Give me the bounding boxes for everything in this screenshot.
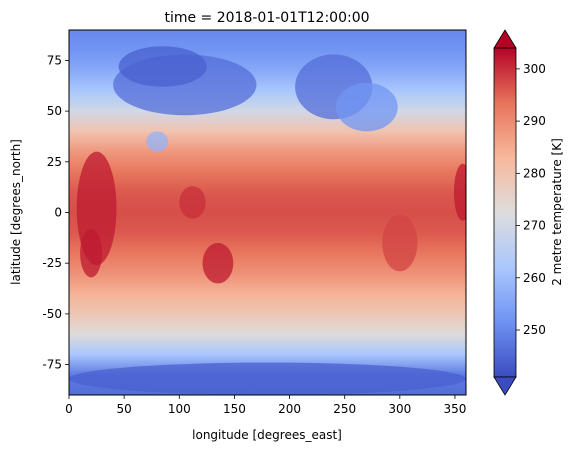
heatmap-patch [118,46,207,87]
colorbar-extend-max [493,29,517,49]
x-tick-label: 0 [65,402,73,416]
y-tick-label: 75 [47,53,62,67]
x-tick-label: 350 [444,402,467,416]
colorbar-tick-label: 280 [523,166,546,180]
x-tick-label: 150 [223,402,246,416]
heatmap-patch [69,362,466,395]
y-axis: -75 -50 -25 0 25 50 75 [42,53,69,372]
colorbar: 250 260 270 280 290 300 2 metre temperature [… [493,29,564,396]
heatmap-patch [179,186,206,219]
x-tick-label: 300 [388,402,411,416]
y-axis-label: latitude [degrees_north] [9,139,23,285]
y-tick-label: -75 [42,358,62,372]
heatmap-patch [146,131,169,152]
x-tick-label: 100 [168,402,191,416]
x-tick-label: 250 [333,402,356,416]
y-tick-label: 25 [47,155,62,169]
colorbar-tick-label: 300 [523,62,546,76]
colorbar-tick-label: 290 [523,114,546,128]
heatmap-patch [80,228,103,278]
heatmap-patch [202,242,234,284]
y-tick-label: -25 [42,256,62,270]
heatmap-patch [453,163,466,221]
colorbar-tick-label: 260 [523,271,546,285]
x-axis-label: longitude [degrees_east] [192,428,342,442]
x-tick-label: 50 [116,402,131,416]
colorbar-extend-min [493,376,517,396]
x-tick-label: 200 [278,402,301,416]
chart-title: time = 2018-01-01T12:00:00 [164,10,369,26]
colorbar-ticks: 250 260 270 280 290 300 [516,62,546,337]
heatmap-field [69,30,466,395]
colorbar-tick-label: 270 [523,219,546,233]
heatmap-patch [382,214,418,272]
y-tick-label: 50 [47,104,62,118]
colorbar-label: 2 metre temperature [K] [550,138,564,286]
colorbar-body [493,47,517,378]
heatmap-patch [335,82,398,132]
y-tick-label: 0 [54,206,62,220]
y-tick-label: -50 [42,307,62,321]
heatmap-regional-patches [69,46,466,395]
x-axis: 0 50 100 150 200 250 300 350 [65,395,466,416]
colorbar-tick-label: 250 [523,323,546,337]
